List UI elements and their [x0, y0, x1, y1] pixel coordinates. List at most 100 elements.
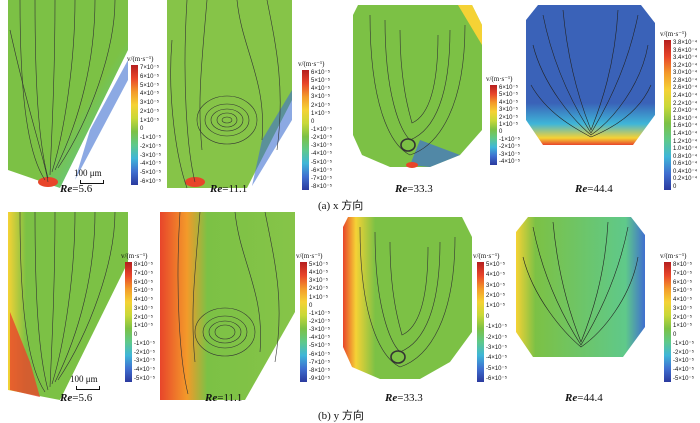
colorbar-tick-label: 5×10⁻⁵	[486, 262, 506, 268]
colorbar-tick-label: -5×10⁻⁵	[673, 376, 695, 382]
colorbar-title: v/(m·s⁻¹)	[296, 252, 323, 260]
colorbar-tick-label: 1.4×10⁻⁴	[673, 130, 698, 137]
colorbar-tick-label: 8×10⁻⁵	[673, 262, 693, 268]
colorbar-tick-label: -2×10⁻⁵	[140, 143, 162, 150]
colorbar-tick-label: 1×10⁻⁵	[486, 303, 506, 310]
colorbar-tick-label: -3×10⁻⁵	[309, 327, 331, 334]
colorbar-tick-label: 3×10⁻⁵	[309, 278, 329, 285]
colorbar-tick-label: 0	[140, 126, 144, 133]
panel-a2-contour	[167, 0, 292, 189]
colorbar-tick-label: 6×10⁻⁵	[311, 70, 331, 76]
colorbar-tick-label: -4×10⁻⁵	[499, 159, 521, 165]
colorbar	[302, 70, 309, 190]
colorbar-tick-label: 0	[134, 332, 138, 339]
colorbar-title: v/(m·s⁻¹)	[660, 30, 687, 38]
reynolds-symbol: Re	[385, 392, 398, 404]
reynolds-value: =33.3	[407, 183, 433, 195]
colorbar-tick-label: -3×10⁻⁵	[140, 152, 162, 159]
scale-bar-line-a	[80, 180, 104, 184]
colorbar-tick-label: 1×10⁻⁵	[499, 122, 519, 128]
reynolds-value: =44.4	[577, 392, 603, 404]
colorbar-tick-label: 1×10⁻⁵	[309, 294, 329, 301]
colorbar-tick-label: -1×10⁻⁵	[499, 136, 521, 143]
colorbar-tick-label: 0.4×10⁻⁴	[673, 168, 698, 175]
colorbar-tick-label: -6×10⁻⁵	[140, 179, 162, 185]
panel-a4-contour	[526, 5, 655, 145]
colorbar-tick-label: -2×10⁻⁵	[499, 144, 521, 151]
panel-a1-contour	[8, 0, 128, 188]
colorbar-tick-label: -6×10⁻⁵	[311, 167, 333, 174]
colorbar-tick-label: 3×10⁻⁵	[140, 100, 160, 107]
colorbar-tick-label: 6×10⁻⁵	[134, 279, 154, 286]
colorbar-tick-label: 4×10⁻⁵	[309, 270, 329, 277]
reynolds-label: Re=11.1	[210, 183, 247, 195]
reynolds-symbol: Re	[60, 183, 73, 195]
colorbar	[664, 40, 671, 190]
colorbar	[490, 85, 497, 165]
colorbar-tick-label: 0	[486, 313, 490, 320]
colorbar-tick-label: 1×10⁻⁵	[134, 323, 154, 330]
colorbar-tick-label: 7×10⁻⁵	[134, 270, 154, 277]
colorbar-tick-label: 0.2×10⁻⁴	[673, 176, 698, 183]
reynolds-label: Re=33.3	[385, 392, 423, 404]
colorbar-tick-label: 2.4×10⁻⁴	[673, 93, 698, 100]
colorbar-tick-label: 3×10⁻⁵	[134, 305, 154, 312]
colorbar-tick-label: 6×10⁻⁵	[140, 73, 160, 80]
colorbar-tick-label: -5×10⁻⁵	[311, 159, 333, 166]
colorbar-tick-label: 3.2×10⁻⁴	[673, 62, 698, 69]
colorbar-tick-label: 7×10⁻⁵	[673, 270, 693, 277]
colorbar-title: v/(m·s⁻¹)	[486, 75, 513, 83]
colorbar-tick-label: -3×10⁻⁵	[134, 358, 156, 365]
colorbar-tick-label: -7×10⁻⁵	[311, 175, 333, 182]
reynolds-symbol: Re	[575, 183, 588, 195]
colorbar-tick-label: -3×10⁻⁵	[486, 344, 508, 351]
panel-b2-contour	[160, 212, 295, 400]
colorbar-title: v/(m·s⁻¹)	[298, 60, 325, 68]
colorbar-tick-label: 1.0×10⁻⁴	[673, 146, 698, 153]
reynolds-label: Re=5.6	[60, 392, 92, 404]
reynolds-symbol: Re	[205, 392, 218, 404]
row-caption: (b) y 方向	[318, 410, 364, 422]
colorbar-tick-label: 5×10⁻⁵	[134, 288, 154, 295]
colorbar-tick-label: 3×10⁻⁵	[673, 305, 693, 312]
colorbar-tick-label: 4×10⁻⁵	[134, 297, 154, 304]
colorbar-tick-label: -1×10⁻⁵	[140, 135, 162, 142]
colorbar-tick-label: 6×10⁻⁵	[673, 279, 693, 286]
colorbar-tick-label: 2×10⁻⁵	[486, 293, 506, 300]
panel-a3-contour	[353, 5, 482, 168]
colorbar-tick-label: 0	[309, 302, 313, 309]
colorbar-tick-label: 3×10⁻⁵	[499, 107, 519, 114]
colorbar-tick-label: -3×10⁻⁵	[311, 143, 333, 150]
colorbar-tick-label: 7×10⁻⁵	[140, 65, 160, 71]
colorbar-tick-label: 2×10⁻⁵	[499, 114, 519, 121]
colorbar-tick-label: -1×10⁻⁵	[311, 127, 333, 133]
colorbar-tick-label: 1.6×10⁻⁴	[673, 123, 698, 130]
colorbar-tick-label: 3.4×10⁻⁴	[673, 55, 698, 62]
colorbar-tick-label: 0	[673, 184, 677, 190]
colorbar-tick-label: -1×10⁻⁵	[486, 324, 508, 331]
colorbar-tick-label: -2×10⁻⁵	[311, 135, 333, 142]
reynolds-label: Re=44.4	[565, 392, 603, 404]
colorbar-title: v/(m·s⁻¹)	[660, 252, 687, 260]
colorbar-tick-label: 5×10⁻⁵	[311, 78, 331, 85]
colorbar-tick-label: 5×10⁻⁵	[673, 288, 693, 295]
colorbar-tick-label: -3×10⁻⁵	[499, 151, 521, 158]
colorbar-tick-label: -8×10⁻⁵	[311, 184, 333, 190]
colorbar-tick-label: 2×10⁻⁵	[309, 286, 329, 293]
colorbar	[131, 65, 138, 185]
colorbar-tick-label: 5×10⁻⁵	[499, 92, 519, 99]
colorbar-tick-label: -3×10⁻⁵	[673, 358, 695, 365]
reynolds-label: Re=33.3	[395, 183, 433, 195]
colorbar-tick-label: 2×10⁻⁵	[673, 314, 693, 321]
colorbar-tick-label: 3.6×10⁻⁴	[673, 47, 698, 54]
colorbar-tick-label: 0	[499, 129, 503, 136]
colorbar-tick-label: 3×10⁻⁵	[486, 282, 506, 289]
colorbar-tick-label: 0.8×10⁻⁴	[673, 153, 698, 160]
colorbar-tick-label: 6×10⁻⁵	[499, 85, 519, 91]
colorbar-tick-label: -5×10⁻⁵	[486, 365, 508, 372]
colorbar-tick-label: 3.0×10⁻⁴	[673, 70, 698, 77]
colorbar-tick-label: -2×10⁻⁵	[309, 319, 331, 325]
colorbar-tick-label: -1×10⁻⁵	[309, 310, 331, 317]
colorbar-tick-label: -6×10⁻⁵	[486, 376, 508, 382]
